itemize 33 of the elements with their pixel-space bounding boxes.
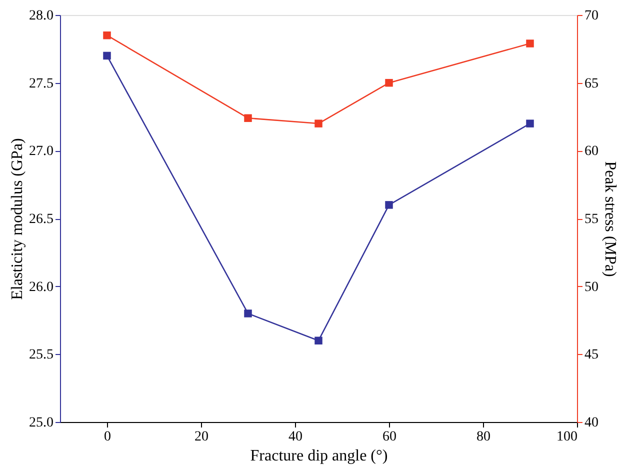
y-tick-label: 26.0 — [29, 280, 54, 295]
point — [314, 120, 322, 128]
point — [244, 310, 252, 318]
x-tick-label: 80 — [476, 430, 490, 444]
y2-tick-label: 55 — [584, 212, 598, 227]
y-tick-label: 27.5 — [29, 76, 54, 92]
x-tick-label: 100 — [556, 430, 578, 444]
y2-tick-label: 45 — [584, 348, 598, 363]
y2-tick-label: 50 — [584, 280, 598, 295]
y-tick-label: 27.0 — [29, 144, 54, 160]
y-tick-label: 26.5 — [29, 212, 54, 227]
point — [103, 31, 111, 40]
point — [103, 52, 111, 60]
point — [244, 114, 252, 122]
point — [526, 120, 534, 128]
x-tick-label: 60 — [382, 430, 396, 444]
y-tick-label: 25.0 — [29, 416, 54, 430]
y-axis-title: Elasticity modulus (GPa) — [9, 138, 26, 300]
y2-tick-label: 65 — [584, 76, 598, 92]
x-tick-label: 40 — [288, 430, 302, 444]
y-tick-label: 25.5 — [29, 348, 54, 363]
x-axis-title: Fracture dip angle (°) — [250, 448, 388, 464]
y2-tick-label: 60 — [584, 144, 598, 160]
y2-axis-title: Peak stress (MPa) — [602, 161, 618, 277]
y-tick-label: 28.0 — [29, 8, 54, 24]
point — [385, 201, 393, 209]
point — [385, 78, 393, 87]
point — [526, 40, 534, 48]
point — [314, 336, 322, 344]
y2-tick-label: 40 — [584, 416, 598, 430]
x-tick-label: 0 — [104, 430, 111, 444]
x-tick-label: 20 — [194, 430, 208, 444]
y2-tick-label: 70 — [584, 8, 598, 24]
